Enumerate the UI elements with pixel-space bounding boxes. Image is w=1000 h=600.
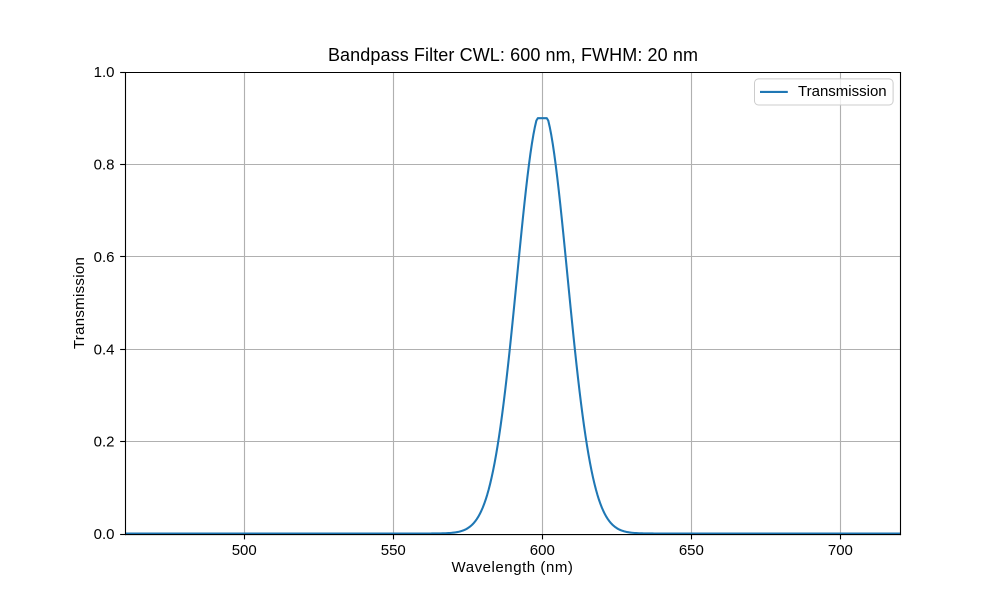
- svg-text:0.2: 0.2: [94, 434, 115, 451]
- svg-text:0.6: 0.6: [94, 249, 115, 266]
- svg-text:500: 500: [232, 542, 257, 559]
- svg-text:0.8: 0.8: [94, 157, 115, 174]
- svg-text:Bandpass Filter CWL: 600 nm, F: Bandpass Filter CWL: 600 nm, FWHM: 20 nm: [328, 45, 698, 65]
- svg-text:1.0: 1.0: [94, 64, 115, 81]
- svg-text:700: 700: [828, 542, 853, 559]
- svg-text:Wavelength (nm): Wavelength (nm): [452, 559, 574, 576]
- svg-text:550: 550: [381, 542, 406, 559]
- svg-text:Transmission: Transmission: [71, 257, 88, 349]
- svg-text:Transmission: Transmission: [798, 83, 887, 100]
- svg-text:600: 600: [530, 542, 555, 559]
- svg-text:650: 650: [679, 542, 704, 559]
- svg-text:0.0: 0.0: [94, 526, 115, 543]
- svg-text:0.4: 0.4: [94, 341, 115, 358]
